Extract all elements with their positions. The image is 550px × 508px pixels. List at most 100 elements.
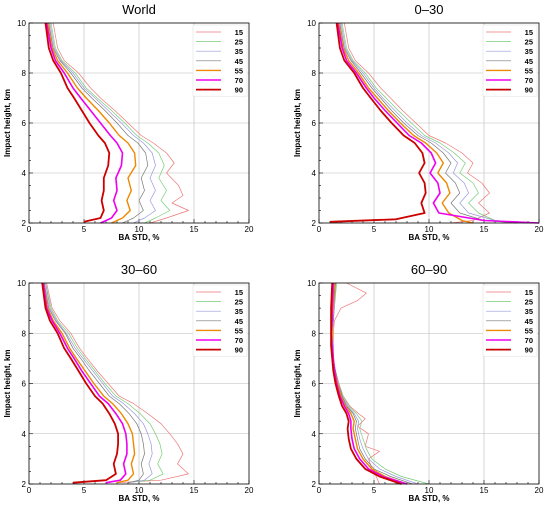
plot-frame — [318, 22, 540, 224]
x-tick-label: 20 — [245, 225, 254, 234]
chart-title: 0–30 — [415, 2, 444, 17]
legend-label-55: 55 — [525, 326, 533, 335]
x-tick-label: 10 — [135, 225, 144, 234]
x-tick-label: 20 — [245, 486, 254, 495]
legend-label-35: 35 — [525, 47, 533, 56]
y-tick-label: 8 — [312, 69, 317, 78]
series-line-90 — [41, 282, 119, 484]
legend-label-25: 25 — [235, 38, 243, 47]
y-tick-label: 4 — [22, 430, 27, 439]
y-tick-label: 10 — [17, 279, 26, 288]
legend-label-90: 90 — [235, 346, 243, 355]
plot-frame — [28, 22, 250, 224]
y-axis-label: Impact height, km — [3, 349, 12, 417]
legend-label-15: 15 — [235, 28, 243, 37]
series-line-45 — [48, 22, 149, 224]
panel-1: 0 5 10 15 20 2 4 6 8 10 0–30 BA STD, % Impact height… — [293, 2, 544, 242]
y-tick-label: 6 — [312, 119, 317, 128]
plot-frame — [28, 282, 250, 485]
legend-label-25: 25 — [525, 298, 533, 307]
series-line-90 — [44, 22, 111, 223]
x-axis-label: BA STD, % — [118, 233, 159, 242]
x-tick-label: 20 — [535, 486, 544, 495]
series-line-25 — [45, 282, 164, 484]
legend-label-15: 15 — [525, 28, 533, 37]
legend-label-15: 15 — [525, 288, 533, 297]
legend-label-35: 35 — [525, 307, 533, 316]
x-tick-label: 15 — [480, 486, 489, 495]
panel-3: 0 5 10 15 20 2 4 6 8 10 60–90 BA STD, % Impact heigh… — [293, 262, 544, 503]
x-tick-label: 15 — [480, 225, 489, 234]
legend-label-45: 45 — [235, 317, 243, 326]
series-line-55 — [47, 22, 137, 224]
chart-title: World — [122, 2, 156, 17]
y-tick-label: 8 — [312, 329, 317, 338]
legend-label-25: 25 — [525, 38, 533, 47]
y-axis-label: Impact height, km — [293, 349, 302, 417]
series-line-45 — [44, 282, 145, 484]
y-tick-label: 2 — [312, 219, 317, 228]
y-tick-label: 6 — [22, 380, 27, 389]
legend-label-45: 45 — [525, 317, 533, 326]
x-tick-label: 0 — [27, 486, 32, 495]
x-tick-label: 15 — [190, 225, 199, 234]
series-line-70 — [336, 22, 540, 224]
y-tick-label: 4 — [312, 430, 317, 439]
legend-label-45: 45 — [235, 57, 243, 66]
x-tick-label: 10 — [425, 486, 434, 495]
x-tick-label: 20 — [535, 225, 544, 234]
legend-label-70: 70 — [525, 76, 533, 85]
x-axis-label: BA STD, % — [408, 494, 449, 503]
series-line-15 — [332, 282, 380, 485]
y-tick-label: 2 — [22, 219, 27, 228]
x-tick-label: 0 — [27, 225, 32, 234]
y-tick-label: 8 — [22, 69, 27, 78]
y-tick-label: 6 — [312, 380, 317, 389]
legend-label-35: 35 — [235, 47, 243, 56]
x-tick-label: 0 — [317, 225, 322, 234]
x-tick-label: 5 — [372, 486, 377, 495]
x-tick-label: 5 — [372, 225, 377, 234]
x-tick-label: 15 — [190, 486, 199, 495]
y-tick-label: 8 — [22, 329, 27, 338]
x-tick-label: 10 — [135, 486, 144, 495]
series-line-70 — [42, 282, 128, 484]
legend-label-55: 55 — [235, 66, 243, 75]
y-axis-label: Impact height, km — [293, 89, 302, 157]
legend-label-90: 90 — [525, 346, 533, 355]
series-line-55 — [331, 282, 408, 485]
legend-label-70: 70 — [235, 76, 243, 85]
legend-label-70: 70 — [525, 336, 533, 345]
series-line-25 — [341, 22, 518, 224]
y-tick-label: 10 — [307, 279, 316, 288]
legend-label-90: 90 — [235, 86, 243, 95]
legend-label-70: 70 — [235, 336, 243, 345]
y-tick-label: 2 — [312, 480, 317, 489]
legend-label-15: 15 — [235, 288, 243, 297]
series-line-55 — [338, 22, 474, 224]
y-tick-label: 10 — [17, 19, 26, 28]
series-line-35 — [49, 22, 156, 224]
y-tick-label: 10 — [307, 19, 316, 28]
panel-0: 0 5 10 15 20 2 4 6 8 10 World BA STD, % Impact heigh… — [3, 2, 254, 242]
x-tick-label: 5 — [82, 486, 87, 495]
legend-label-90: 90 — [525, 86, 533, 95]
x-tick-label: 5 — [82, 225, 87, 234]
legend-label-25: 25 — [235, 298, 243, 307]
chart-title: 60–90 — [411, 262, 447, 277]
series-line-35 — [340, 22, 529, 224]
series-line-25 — [50, 22, 171, 224]
series-line-90 — [330, 282, 402, 485]
x-tick-label: 10 — [425, 225, 434, 234]
series-line-15 — [46, 282, 189, 484]
series-line-45 — [339, 22, 518, 224]
series-line-35 — [45, 282, 153, 484]
legend-label-55: 55 — [525, 66, 533, 75]
y-tick-label: 4 — [22, 169, 27, 178]
plot-frame — [318, 282, 540, 485]
chart-title: 30–60 — [121, 262, 157, 277]
series-line-15 — [52, 22, 189, 224]
y-axis-label: Impact height, km — [3, 89, 12, 157]
